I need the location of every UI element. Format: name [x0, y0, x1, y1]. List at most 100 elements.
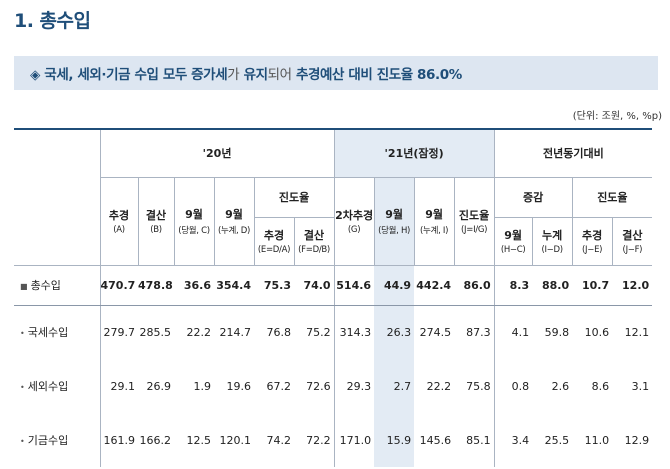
diamond-bullet-icon: ◈: [30, 67, 40, 83]
table-body: ■ 총수입 470.7 478.8 36.6 354.4 75.3 74.0 514.6 44.9…: [14, 265, 653, 467]
table-cell: 86.0: [454, 265, 495, 306]
col-chu: 추경 (A): [99, 177, 138, 266]
section-title: 1. 총수입: [14, 10, 91, 32]
table-cell: 26.3: [374, 305, 415, 359]
col-jindo-yoy: 진도율: [571, 177, 653, 218]
table-cell: 314.3: [333, 305, 375, 359]
table-cell: 0.8: [493, 359, 533, 413]
headline-part3: 유지: [243, 67, 268, 83]
header-2020: '20년: [99, 128, 335, 178]
table-cell: 12.5: [186, 433, 212, 447]
revenue-table: '20년 '21년(잠정) 전년동기대비 추경 (A) 결산 (B) 9월 (당월, …: [14, 128, 653, 467]
table-cell: 3.4: [493, 413, 533, 467]
table-cell: 2.6: [551, 379, 570, 393]
table-cell: 76.8: [266, 325, 292, 339]
headline-banner: ◈ 국세, 세외·기금 수입 모두 증가세가 유지되어 추경예산 대비 진도율 …: [14, 56, 658, 90]
row-marker-icon: •: [20, 437, 25, 446]
table-cell: 12.1: [624, 325, 650, 339]
col-chu2: 2차추경 (G): [333, 177, 375, 266]
table-cell: 145.6: [419, 433, 452, 447]
col-jeunggam: 증감: [493, 177, 573, 218]
col-gyeol-f: 결산 (F=D/B): [293, 217, 335, 266]
unit-note: (단위: 조원, %, %p): [572, 111, 662, 122]
table-row: • 세외수입 29.1 26.9 1.9 19.6 67.2 72.6 29.3 2.7 22.2 7…: [14, 359, 652, 413]
table-row: • 기금수입 161.9 166.2 12.5 120.1 74.2 72.2 171.0 15.…: [14, 413, 652, 467]
table-cell: 11.0: [584, 433, 610, 447]
table-cell: 22.2: [186, 325, 212, 339]
table-cell: 120.1: [219, 433, 252, 447]
col-chu-e: 추경 (E=D/A): [253, 217, 294, 266]
col-hc: 9월 (H−C): [493, 217, 533, 266]
table-cell: 12.0: [612, 265, 653, 306]
row-header-blank: [14, 128, 100, 266]
table-cell: 72.6: [306, 379, 331, 393]
headline-part1: 국세, 세외·기금 수입 모두 증가세: [44, 67, 228, 83]
row-label-text: 세외수입: [27, 380, 69, 393]
table-cell: 75.8: [466, 379, 491, 393]
table-cell: 514.6: [333, 265, 375, 306]
col-sep-h: 9월 (당월, H): [373, 177, 415, 266]
col-jindo-j: 진도율 (J=I/G): [453, 177, 495, 266]
table-cell: 279.7: [99, 305, 138, 359]
col-sep-i: 9월 (누계, I): [413, 177, 455, 266]
table-cell: 171.0: [333, 413, 375, 467]
col-jf: 결산 (J−F): [611, 217, 653, 266]
row-label: ■ 총수입: [14, 265, 100, 306]
table-cell: 26.9: [146, 379, 172, 393]
col-sep-d: 9월 (누계, D): [213, 177, 254, 266]
col-sep-c: 9월 (당월, C): [173, 177, 214, 266]
table-cell: 1.9: [193, 379, 212, 393]
table-cell: 8.3: [493, 265, 533, 306]
headline-part5: 추경예산 대비 진도율 86.0%: [295, 67, 462, 83]
table-cell: 29.3: [333, 359, 375, 413]
row-label-text: 국세수입: [27, 326, 69, 340]
table-cell: 85.1: [466, 433, 491, 447]
headline-part2: 가: [227, 67, 240, 83]
table-row: ■ 총수입 470.7 478.8 36.6 354.4 75.3 74.0 514.6 44.9…: [14, 265, 653, 306]
table-cell: 36.6: [174, 265, 214, 306]
table-cell: 74.0: [294, 265, 335, 306]
row-label-text: 총수입: [30, 279, 61, 292]
row-label-text: 기금수입: [27, 434, 69, 447]
table-cell: 214.7: [219, 325, 252, 339]
table-cell: 274.5: [419, 325, 452, 339]
col-je: 추경 (J−E): [571, 217, 613, 266]
table-cell: 67.2: [266, 379, 292, 393]
row-marker-icon: ■: [20, 282, 28, 291]
headline-part4: 되어: [267, 67, 292, 83]
table-cell: 10.7: [572, 265, 613, 306]
table-cell: 166.2: [139, 433, 172, 447]
table-cell: 3.1: [631, 379, 650, 393]
table-cell: 161.9: [99, 413, 138, 467]
table-row: • 국세수입 279.7 285.5 22.2 214.7 76.8 75.2 314.3 26.…: [14, 305, 652, 359]
table-cell: 25.5: [544, 433, 570, 447]
table-cell: 75.3: [254, 265, 294, 306]
table-cell: 12.9: [624, 433, 650, 447]
table-cell: 87.3: [466, 325, 491, 339]
row-label: • 국세수입: [14, 305, 100, 359]
table-cell: 15.9: [374, 413, 415, 467]
col-gyeol: 결산 (B): [137, 177, 174, 266]
table-cell: 74.2: [266, 433, 292, 447]
table-cell: 470.7: [99, 265, 138, 306]
table-cell: 285.5: [139, 325, 172, 339]
col-id: 누계 (I−D): [531, 217, 573, 266]
table-cell: 4.1: [493, 305, 533, 359]
table-cell: 75.2: [306, 325, 331, 339]
table-cell: 354.4: [214, 265, 254, 306]
table-cell: 442.4: [414, 265, 455, 306]
header-yoy: 전년동기대비: [493, 128, 653, 178]
table-cell: 8.6: [591, 379, 610, 393]
row-marker-icon: •: [20, 383, 25, 392]
table-cell: 22.2: [426, 379, 452, 393]
table-cell: 2.7: [374, 359, 415, 413]
table-cell: 72.2: [306, 433, 331, 447]
col-jindo-2020: 진도율: [253, 177, 335, 218]
row-label: • 세외수입: [14, 359, 100, 413]
header-2021: '21년(잠정): [333, 128, 495, 178]
row-label: • 기금수입: [14, 413, 100, 467]
table-cell: 478.8: [138, 265, 174, 306]
table-cell: 59.8: [544, 325, 570, 339]
table-cell: 29.1: [99, 359, 138, 413]
row-marker-icon: •: [20, 329, 25, 339]
